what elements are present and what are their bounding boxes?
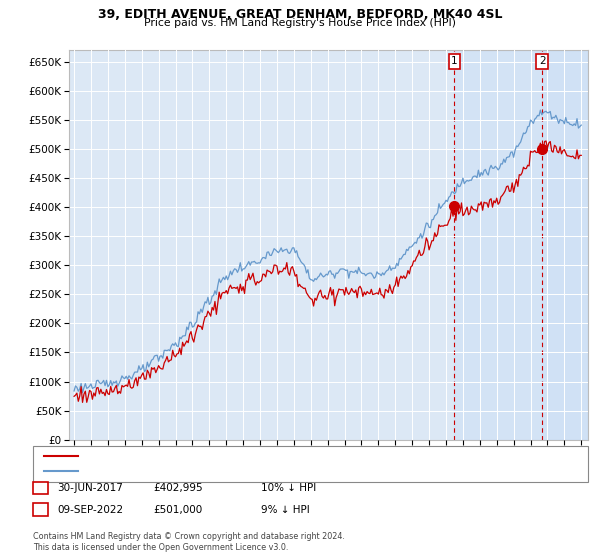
- Text: 39, EDITH AVENUE, GREAT DENHAM, BEDFORD, MK40 4SL: 39, EDITH AVENUE, GREAT DENHAM, BEDFORD,…: [98, 8, 502, 21]
- Text: 39, EDITH AVENUE, GREAT DENHAM, BEDFORD, MK40 4SL (detached house): 39, EDITH AVENUE, GREAT DENHAM, BEDFORD,…: [83, 451, 444, 460]
- Text: 1: 1: [451, 56, 458, 66]
- Text: 9% ↓ HPI: 9% ↓ HPI: [261, 505, 310, 515]
- Text: 30-JUN-2017: 30-JUN-2017: [57, 483, 123, 493]
- Bar: [454, 50, 588, 440]
- Text: 09-SEP-2022: 09-SEP-2022: [57, 505, 123, 515]
- Text: Contains HM Land Registry data © Crown copyright and database right 2024.
This d: Contains HM Land Registry data © Crown c…: [33, 532, 345, 552]
- Text: £402,995: £402,995: [153, 483, 203, 493]
- Text: 1: 1: [37, 483, 44, 493]
- Text: 10% ↓ HPI: 10% ↓ HPI: [261, 483, 316, 493]
- Bar: [542, 50, 588, 440]
- Text: £501,000: £501,000: [153, 505, 202, 515]
- Text: 2: 2: [37, 505, 44, 515]
- Text: 2: 2: [539, 56, 545, 66]
- Text: Price paid vs. HM Land Registry's House Price Index (HPI): Price paid vs. HM Land Registry's House …: [144, 18, 456, 29]
- Text: HPI: Average price, detached house, Bedford: HPI: Average price, detached house, Bedf…: [83, 466, 296, 475]
